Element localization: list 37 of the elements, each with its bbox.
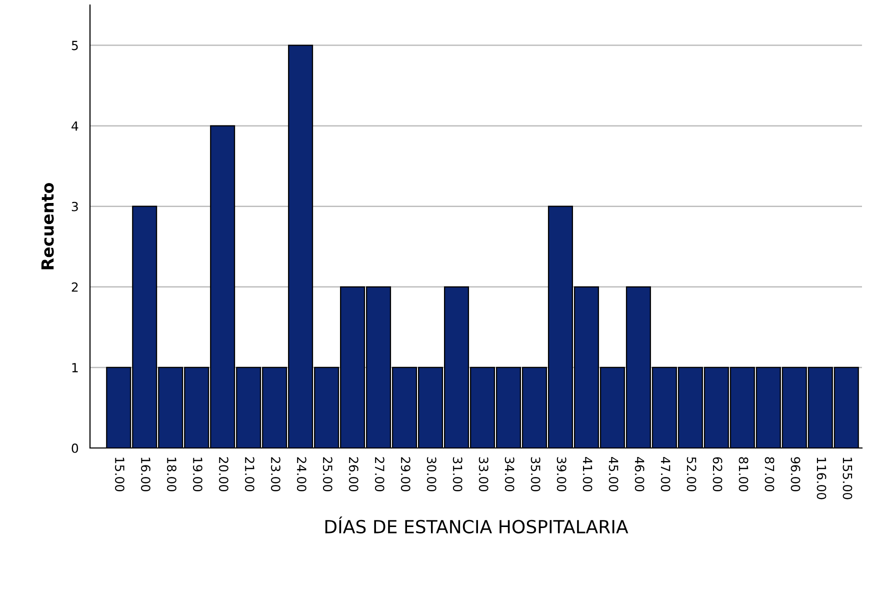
x-tick-label: 20.00 [218, 457, 228, 492]
x-tick-label: 21.00 [244, 457, 254, 492]
x-tick-label: 39.00 [556, 457, 566, 492]
x-tick-label: 52.00 [686, 457, 696, 492]
x-tick-label: 15.00 [114, 458, 124, 492]
x-tick-label: 96.00 [790, 457, 800, 492]
x-tick-label: 19.00 [192, 458, 202, 492]
x-tick-label: 31.00 [452, 457, 462, 492]
x-tick-label: 18.00 [166, 458, 176, 492]
x-tick-label: 29.00 [400, 457, 410, 492]
x-tick-label: 155.00 [842, 458, 852, 500]
x-tick-label: 23.00 [270, 457, 280, 492]
y-tick-label: 0 [72, 443, 78, 453]
x-tick-label: 26.00 [348, 457, 358, 492]
y-tick-label: 3 [72, 202, 78, 212]
x-tick-label: 34.00 [504, 457, 514, 492]
y-tick-label: 2 [72, 282, 78, 292]
y-tick-label: 1 [72, 363, 78, 372]
x-tick-label: 87.00 [764, 457, 774, 492]
x-tick-label: 35.00 [530, 457, 540, 492]
x-tick-label: 25.00 [322, 457, 332, 492]
x-tick-label: 47.00 [660, 456, 670, 492]
x-tick-label: 41.00 [582, 456, 592, 492]
x-tick-label: 16.00 [140, 458, 150, 492]
y-tick-label: 5 [72, 40, 78, 50]
y-axis-title: Recuento [41, 182, 54, 270]
y-tick-label: 4 [72, 121, 78, 131]
x-tick-label: 30.00 [426, 457, 436, 492]
x-tick-label: 33.00 [478, 457, 488, 492]
x-tick-label: 81.00 [738, 457, 748, 492]
x-tick-label: 116.00 [816, 458, 826, 500]
x-tick-label: 27.00 [374, 457, 384, 492]
x-tick-label: 46.00 [634, 456, 644, 492]
x-tick-label: 24.00 [296, 457, 306, 492]
x-tick-label: 62.00 [712, 457, 722, 492]
x-tick-label: 45.00 [608, 456, 618, 492]
x-axis-title: DÍAS DE ESTANCIA HOSPITALARIA [325, 516, 628, 534]
